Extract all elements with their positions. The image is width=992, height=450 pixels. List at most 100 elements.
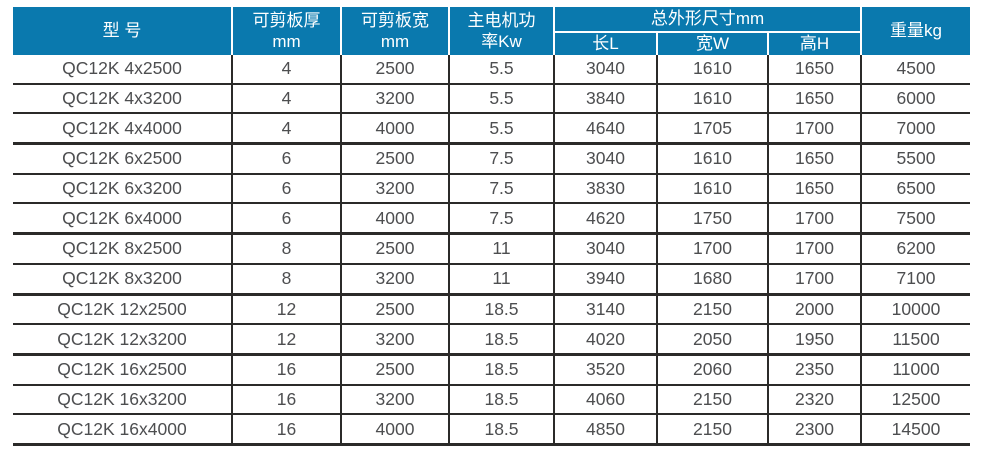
table-cell: 4620 xyxy=(553,203,657,236)
table-cell: 6 xyxy=(231,143,341,175)
table-cell: 1610 xyxy=(656,173,768,205)
cell-model: QC12K 12x3200 xyxy=(13,324,232,356)
table-cell: 3200 xyxy=(340,263,449,296)
table-cell: 1700 xyxy=(766,233,862,265)
table-cell: 1700 xyxy=(656,233,768,265)
header-shear-width: 可剪板宽 mm xyxy=(340,7,449,55)
table-cell: 12500 xyxy=(860,384,971,416)
header-shear-thickness: 可剪板厚 mm xyxy=(231,7,341,55)
table-cell: 5500 xyxy=(860,143,971,175)
table-cell: 1705 xyxy=(656,113,768,146)
table-cell: 7000 xyxy=(860,113,971,146)
table-cell: 8 xyxy=(231,233,341,265)
cell-model: QC12K 4x4000 xyxy=(13,113,232,146)
table-cell: 5.5 xyxy=(448,83,554,115)
header-weight: 重量kg xyxy=(860,7,971,55)
table-cell: 16 xyxy=(231,414,341,446)
table-cell: 3040 xyxy=(553,55,657,85)
table-cell: 4060 xyxy=(553,384,657,416)
table-row: QC12K 12x2500 12 2500 18.5 3140 2150 2000 10000 xyxy=(13,294,971,326)
table-cell: 16 xyxy=(231,384,341,416)
table-cell: 7.5 xyxy=(448,173,554,205)
cell-model: QC12K 6x2500 xyxy=(13,143,232,175)
header-dim-height: 高H xyxy=(766,32,862,55)
table-row: QC12K 4x4000 4 4000 5.5 4640 1705 1700 7000 xyxy=(13,113,971,146)
table-cell: 1700 xyxy=(766,263,862,296)
table-row: QC12K 8x2500 8 2500 11 3040 1700 1700 6200 xyxy=(13,233,971,265)
table-cell: 18.5 xyxy=(448,294,554,326)
table-cell: 4 xyxy=(231,55,341,85)
table-cell: 7100 xyxy=(860,263,971,296)
table-cell: 6 xyxy=(231,173,341,205)
table-cell: 7500 xyxy=(860,203,971,236)
table-cell: 4500 xyxy=(860,55,971,85)
table-cell: 4850 xyxy=(553,414,657,446)
table-cell: 4000 xyxy=(340,113,449,146)
cell-model: QC12K 4x3200 xyxy=(13,83,232,115)
table-cell: 1700 xyxy=(766,203,862,236)
table-cell: 7.5 xyxy=(448,143,554,175)
table-row: QC12K 6x3200 6 3200 7.5 3830 1610 1650 6500 xyxy=(13,173,971,205)
table-cell: 2000 xyxy=(766,294,862,326)
table-cell: 6500 xyxy=(860,173,971,205)
table-cell: 3140 xyxy=(553,294,657,326)
table-cell: 1610 xyxy=(656,83,768,115)
table-cell: 4000 xyxy=(340,414,449,446)
table-cell: 16 xyxy=(231,354,341,386)
table-cell: 2500 xyxy=(340,354,449,386)
table-cell: 1610 xyxy=(656,55,768,85)
table-cell: 2500 xyxy=(340,233,449,265)
table-row: QC12K 6x2500 6 2500 7.5 3040 1610 1650 5500 xyxy=(13,143,971,175)
table-cell: 14500 xyxy=(860,414,971,446)
table-cell: 3040 xyxy=(553,143,657,175)
table-row: QC12K 16x2500 16 2500 18.5 3520 2060 2350 11000 xyxy=(13,354,971,386)
table-row: QC12K 4x2500 4 2500 5.5 3040 1610 1650 4500 xyxy=(13,55,971,85)
cell-model: QC12K 16x3200 xyxy=(13,384,232,416)
cell-model: QC12K 8x3200 xyxy=(13,263,232,296)
cell-model: QC12K 6x4000 xyxy=(13,203,232,236)
table-cell: 2050 xyxy=(656,324,768,356)
cell-model: QC12K 4x2500 xyxy=(13,55,232,85)
table-row: QC12K 16x3200 16 3200 18.5 4060 2150 2320 12500 xyxy=(13,384,971,416)
table-cell: 5.5 xyxy=(448,55,554,85)
table-cell: 1650 xyxy=(766,173,862,205)
table-cell: 11500 xyxy=(860,324,971,356)
table-cell: 2060 xyxy=(656,354,768,386)
spec-table: 型 号 可剪板厚 mm 可剪板宽 mm 主电机功 率Kw 总外形尺寸mm 重量k… xyxy=(13,7,971,446)
table-cell: 3200 xyxy=(340,173,449,205)
table-cell: 18.5 xyxy=(448,354,554,386)
table-cell: 5.5 xyxy=(448,113,554,146)
table-cell: 4 xyxy=(231,83,341,115)
table-row: QC12K 4x3200 4 3200 5.5 3840 1610 1650 6000 xyxy=(13,83,971,115)
table-cell: 1680 xyxy=(656,263,768,296)
header-dim-width: 宽W xyxy=(656,32,768,55)
table-cell: 2350 xyxy=(766,354,862,386)
header-motor-power: 主电机功 率Kw xyxy=(448,7,554,55)
table-cell: 1650 xyxy=(766,55,862,85)
cell-model: QC12K 12x2500 xyxy=(13,294,232,326)
table-cell: 3520 xyxy=(553,354,657,386)
table-cell: 11 xyxy=(448,263,554,296)
table-cell: 6 xyxy=(231,203,341,236)
table-cell: 4640 xyxy=(553,113,657,146)
table-cell: 1610 xyxy=(656,143,768,175)
table-cell: 18.5 xyxy=(448,384,554,416)
table-cell: 4 xyxy=(231,113,341,146)
table-cell: 3200 xyxy=(340,324,449,356)
table-body: QC12K 4x2500 4 2500 5.5 3040 1610 1650 4500 QC12… xyxy=(13,55,971,446)
table-cell: 1950 xyxy=(766,324,862,356)
table-cell: 2500 xyxy=(340,55,449,85)
table-cell: 1650 xyxy=(766,83,862,115)
table-cell: 1650 xyxy=(766,143,862,175)
table-cell: 2500 xyxy=(340,294,449,326)
table-cell: 6000 xyxy=(860,83,971,115)
table-cell: 11000 xyxy=(860,354,971,386)
table-cell: 18.5 xyxy=(448,324,554,356)
table-cell: 3200 xyxy=(340,83,449,115)
table-cell: 1750 xyxy=(656,203,768,236)
table-row: QC12K 8x3200 8 3200 11 3940 1680 1700 7100 xyxy=(13,263,971,296)
cell-model: QC12K 8x2500 xyxy=(13,233,232,265)
table-header: 型 号 可剪板厚 mm 可剪板宽 mm 主电机功 率Kw 总外形尺寸mm 重量k… xyxy=(13,7,971,55)
table-cell: 18.5 xyxy=(448,414,554,446)
